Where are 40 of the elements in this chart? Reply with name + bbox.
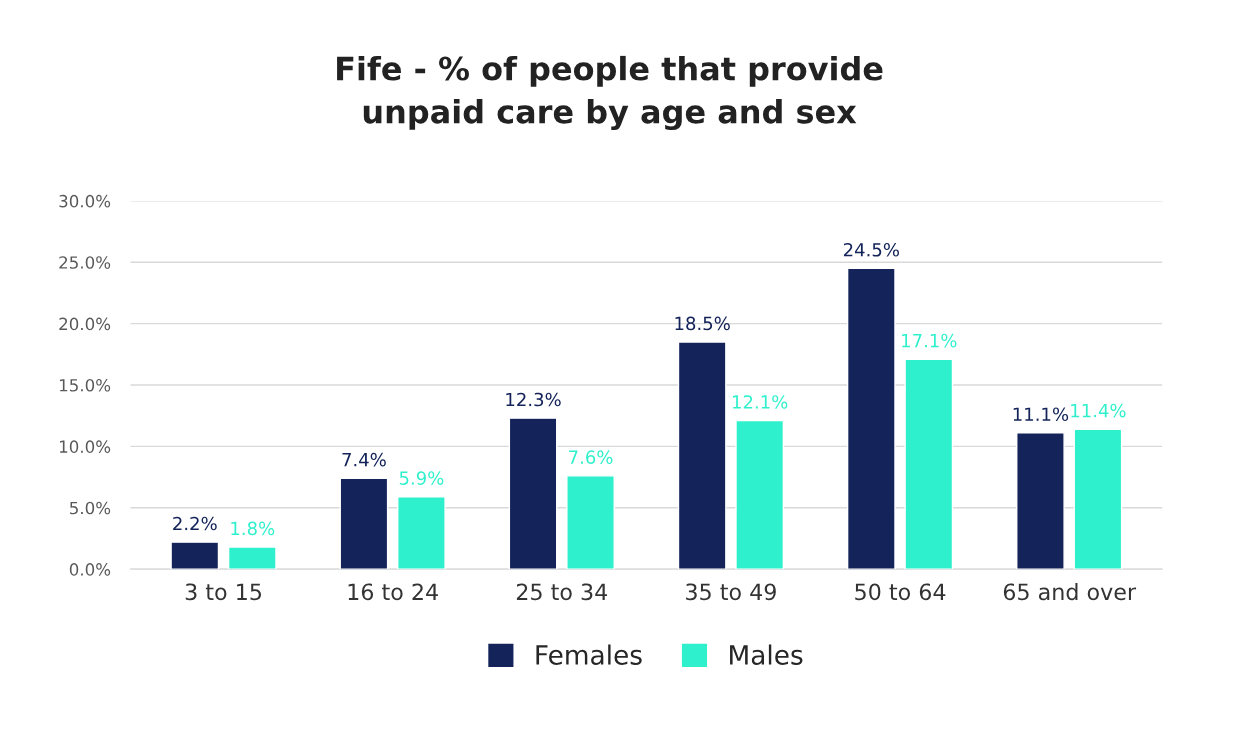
bar	[170, 541, 220, 570]
x-tick-label: 25 to 34	[516, 583, 608, 601]
bar	[339, 477, 389, 570]
legend-label: Males	[730, 644, 803, 665]
data-label: 12.3%	[506, 392, 561, 407]
x-tick-label: 50 to 64	[855, 583, 946, 601]
bar	[566, 475, 615, 570]
data-label: 7.4%	[342, 452, 386, 467]
x-tick-label: 16 to 24	[348, 583, 438, 601]
bar	[904, 358, 954, 570]
data-label: 11.1%	[1013, 407, 1069, 422]
x-tick-label: 3 to 15	[185, 583, 262, 601]
bar	[397, 496, 446, 570]
data-label: 1.8%	[231, 521, 275, 536]
y-tick-label: 30.0%	[59, 194, 111, 208]
legend-label: Females	[536, 644, 642, 665]
data-label: 24.5%	[843, 242, 899, 257]
y-tick-label: 25.0%	[59, 256, 111, 269]
y-tick-label: 10.0%	[59, 440, 111, 453]
bar	[735, 419, 785, 570]
bar	[227, 546, 277, 570]
chart-title: Fife - % of people that provide unpaid care by age and sex	[337, 55, 883, 131]
bar	[1073, 428, 1123, 570]
data-label: 2.2%	[173, 516, 217, 531]
data-label: 11.4%	[1071, 403, 1126, 418]
x-tick-label: 65 and over	[1003, 583, 1137, 601]
data-label: 5.9%	[399, 471, 444, 485]
y-tick-label: 0.0%	[69, 563, 111, 576]
y-tick-label: 20.0%	[59, 317, 111, 331]
bar	[846, 267, 896, 570]
bar	[508, 417, 558, 570]
x-tick-label: 35 to 49	[686, 583, 776, 601]
bar	[677, 341, 727, 570]
data-label: 17.1%	[902, 333, 957, 348]
data-label: 12.1%	[732, 395, 788, 409]
bar	[1016, 432, 1065, 570]
y-tick-label: 5.0%	[70, 501, 111, 515]
data-label: 7.6%	[569, 450, 613, 465]
y-tick-label: 15.0%	[59, 378, 111, 392]
data-label: 18.5%	[675, 316, 730, 331]
